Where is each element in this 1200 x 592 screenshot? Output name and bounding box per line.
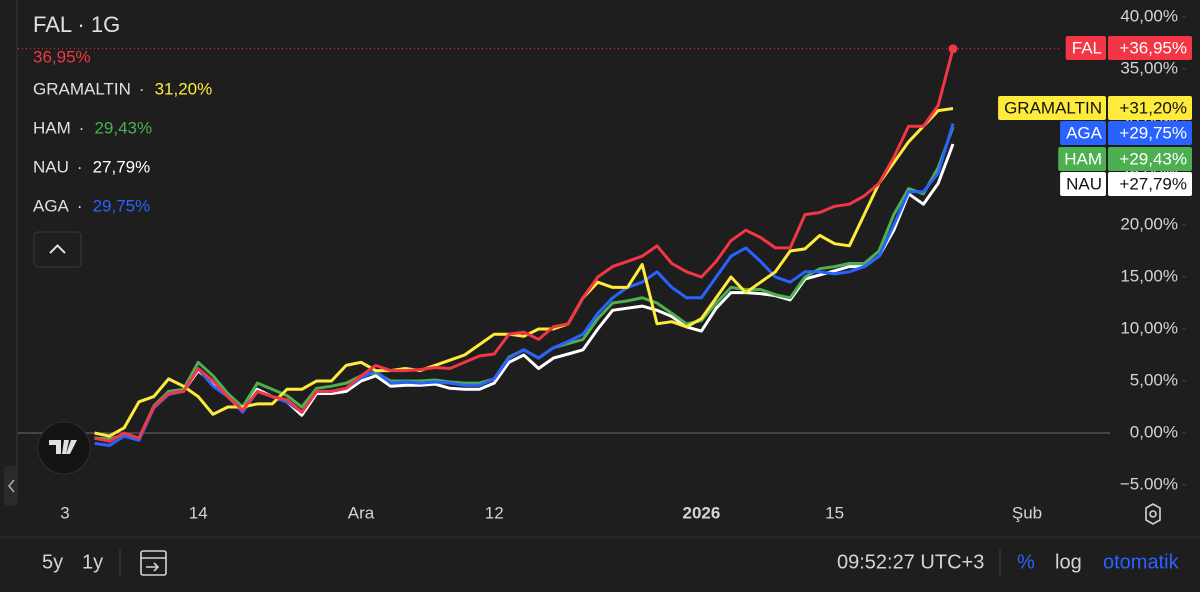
side-tab-icon [7, 479, 15, 493]
price-tag-value-box [1108, 172, 1192, 196]
legend-separator: · [139, 79, 145, 98]
plot-area [18, 16, 1186, 486]
price-tag-value: +36,95% [1119, 38, 1187, 57]
date-range-button[interactable] [140, 550, 167, 576]
price-tag-value-box [1108, 36, 1192, 60]
calendar-icon [140, 550, 167, 576]
y-tick-label: 15,00% [1120, 266, 1178, 285]
legend-name: HAM [33, 118, 71, 137]
collapse-icon [49, 244, 66, 254]
legend-value: 29,75% [93, 196, 151, 215]
settings-icon-center [1149, 510, 1157, 518]
x-tick-label: 3 [60, 503, 69, 522]
x-tick-label: 15 [825, 503, 844, 522]
legend-value: 31,20% [155, 79, 213, 98]
legend-separator: · [77, 196, 83, 215]
price-tag-name: GRAMALTIN [1004, 98, 1102, 117]
price-tag-name: FAL [1072, 38, 1102, 57]
y-tick-label: 20,00% [1120, 214, 1178, 233]
price-tag: NAU +27,79% [1060, 172, 1192, 196]
legend: GRAMALTIN · 31,20% HAM · 29,43% NAU · 27,79% AGA ·… [33, 79, 212, 215]
y-tick-label: 5,00% [1130, 370, 1178, 389]
range-button[interactable]: 5y [42, 551, 63, 573]
legend-name: AGA [33, 196, 70, 215]
y-tick-label: 40,00% [1120, 6, 1178, 25]
x-tick-label: Ara [348, 503, 375, 522]
price-tag: AGA +29,75% [1060, 121, 1192, 145]
price-tag-value-box [1108, 96, 1192, 120]
side-tab[interactable] [4, 466, 18, 506]
price-tag-value: +31,20% [1119, 98, 1187, 117]
price-tag-name: HAM [1064, 149, 1102, 168]
x-tick-label: 14 [189, 503, 208, 522]
price-tag-name-box [1060, 172, 1106, 196]
legend-name: GRAMALTIN [33, 79, 131, 98]
legend-separator: · [77, 157, 83, 176]
range-button[interactable]: 1y [82, 551, 103, 573]
price-tag-value: +29,75% [1119, 123, 1187, 142]
logo-mark [49, 440, 77, 454]
legend-separator: · [79, 118, 85, 137]
price-tag-value-box [1108, 147, 1192, 171]
y-tick-label: 10,00% [1120, 318, 1178, 337]
percent-toggle[interactable]: % [1017, 551, 1035, 573]
calendar-icon [146, 562, 160, 572]
price-tag-name: AGA [1066, 123, 1103, 142]
legend-value: 27,79% [93, 157, 151, 176]
collapse-button[interactable] [33, 231, 82, 268]
y-tick-label: 35,00% [1120, 58, 1178, 77]
settings-icon[interactable] [1145, 503, 1161, 525]
price-tag-name-box [1058, 147, 1106, 171]
y-tick-label: 0,00% [1130, 422, 1178, 441]
y-tick-label: −5.00% [1120, 474, 1178, 493]
price-tag-value: +27,79% [1119, 174, 1187, 193]
price-tag: HAM +29,43% [1058, 147, 1192, 171]
last-point [948, 44, 958, 54]
price-tag-name-box [1065, 36, 1106, 60]
price-tag-name-box [998, 96, 1106, 120]
log-toggle[interactable]: log [1055, 551, 1082, 573]
headline-value: 36,95% [33, 47, 91, 66]
series-line [94, 48, 955, 443]
legend-value: 29,43% [94, 118, 152, 137]
x-tick-label: 2026 [682, 503, 720, 522]
price-tag-value-box [1108, 121, 1192, 145]
price-tag-name-box [1060, 121, 1106, 145]
x-tick-label: 12 [485, 503, 504, 522]
price-tag-name: NAU [1066, 174, 1102, 193]
clock: 09:52:27 UTC+3 [837, 551, 984, 573]
price-tag-value: +29,43% [1119, 149, 1187, 168]
price-tag: GRAMALTIN +31,20% [998, 96, 1192, 120]
price-tag: FAL +36,95% [1065, 36, 1192, 60]
x-tick-label: Şub [1012, 503, 1042, 522]
chart-title: FAL · 1G [33, 12, 120, 37]
legend-name: NAU [33, 157, 69, 176]
auto-toggle[interactable]: otomatik [1103, 551, 1180, 573]
